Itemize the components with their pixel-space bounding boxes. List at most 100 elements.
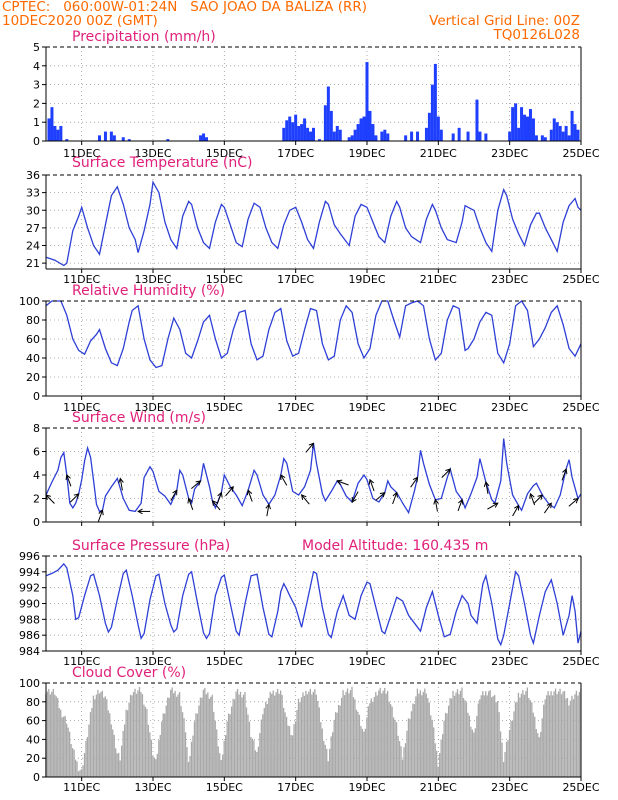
cloud-bar — [100, 692, 102, 777]
cloud-bar — [162, 713, 164, 777]
cloud-bar — [141, 694, 144, 777]
cloud-bar — [403, 747, 405, 777]
cloud-bar — [437, 766, 439, 777]
wind-arrow-head — [98, 509, 104, 516]
cloud-bar — [278, 693, 280, 777]
wind-arrow — [97, 510, 103, 522]
cloud-bar — [459, 690, 462, 777]
cloud-bar — [161, 721, 163, 777]
cloud-bar — [416, 688, 419, 777]
cloud-bar — [277, 688, 279, 777]
cloud-bar — [186, 747, 188, 777]
cloud-bar — [155, 759, 157, 777]
cloud-bar — [68, 731, 71, 777]
cloud-bar — [485, 691, 487, 777]
cloud-bar — [397, 735, 399, 777]
cloud-bar — [92, 695, 95, 777]
cloud-bar — [415, 696, 417, 777]
cloud-bar — [299, 702, 301, 777]
y-tick-label: 996 — [19, 550, 40, 563]
cloud-bar — [312, 691, 314, 777]
cloud-bar — [330, 736, 332, 777]
cloud-bar — [77, 771, 80, 777]
cloud-bar — [548, 695, 551, 777]
cloud-bar — [367, 706, 369, 777]
cloud-bar — [343, 695, 346, 777]
cloud-bar — [332, 732, 334, 777]
wind-arrow-head — [217, 491, 223, 498]
cloud-bar — [492, 696, 494, 777]
wind-arrow-head — [562, 468, 568, 475]
cloud-bar — [281, 695, 283, 777]
wind-arrow — [280, 474, 288, 486]
cloud-bar — [360, 725, 362, 777]
y-tick-label: 984 — [19, 645, 40, 658]
cloud-bar — [113, 734, 115, 777]
series-line — [45, 300, 582, 369]
cloud-bar — [531, 702, 533, 777]
cloud-bar — [498, 712, 500, 777]
cloud-bar — [266, 704, 268, 777]
precip-bar — [540, 135, 544, 141]
cloud-bar — [101, 690, 103, 777]
cloud-bar — [247, 714, 249, 777]
cloud-bar — [468, 715, 471, 777]
cloud-bar — [413, 704, 416, 777]
cloud-bar — [565, 698, 567, 777]
cloud-bar — [152, 755, 154, 777]
wind-arrow — [561, 468, 567, 481]
wind-arrow-head — [300, 494, 307, 500]
precip-bar — [53, 125, 57, 141]
cloud-bar — [378, 690, 380, 777]
cloud-bar — [519, 697, 521, 777]
cloud-bar — [149, 732, 151, 777]
cloud-bar — [517, 692, 520, 777]
precip-bar — [526, 116, 529, 141]
cloud-bar — [128, 702, 130, 777]
cloud-bar — [357, 711, 359, 777]
wind-arrow-head — [483, 481, 490, 487]
cloud-bar — [103, 697, 105, 777]
cloud-bar — [473, 732, 475, 777]
wind-arrow-head — [137, 508, 143, 515]
cloud-bar — [329, 748, 331, 777]
precip-bar — [59, 125, 63, 141]
precip-bar — [109, 131, 113, 141]
x-tick-label: 19DEC — [348, 655, 385, 668]
x-tick-label: 15DEC — [206, 655, 243, 668]
panel-5: 984 986 988 990 992 994 996 11DEC 13DEC 15DEC 17DE… — [19, 538, 600, 668]
cloud-bar — [269, 691, 271, 777]
wind-arrow — [369, 479, 375, 492]
cloud-bar — [253, 740, 255, 777]
wind-arrow-head — [211, 500, 218, 506]
precip-bar — [103, 131, 107, 141]
cloud-bar — [83, 753, 86, 777]
cloud-bar — [230, 706, 233, 777]
cloud-bar — [251, 738, 254, 777]
cloud-bar — [391, 706, 393, 777]
wind-arrow — [212, 500, 221, 511]
precip-bar — [371, 124, 375, 141]
cloud-bar — [520, 693, 523, 777]
precip-bar — [112, 135, 116, 141]
cloud-bar — [499, 731, 502, 777]
cloud-bar — [119, 760, 121, 777]
cloud-bar — [144, 706, 147, 777]
cloud-bar — [537, 733, 539, 777]
cloud-bar — [446, 713, 448, 777]
x-tick-label: 23DEC — [491, 273, 528, 286]
cloud-bar — [449, 698, 451, 777]
cloud-bar — [202, 689, 205, 777]
wind-arrow-head — [458, 498, 464, 505]
series-line — [45, 180, 582, 267]
cloud-bar — [51, 691, 53, 777]
panel-title: Cloud Cover (%) — [72, 665, 186, 681]
y-tick-label: 100 — [19, 677, 40, 690]
cloud-bar — [205, 694, 207, 777]
cloud-bar — [461, 687, 463, 777]
cloud-bar — [494, 695, 496, 777]
wind-arrow — [487, 502, 499, 510]
cloud-bar — [147, 724, 150, 777]
cloud-bar — [235, 691, 237, 777]
cloud-bar — [233, 699, 236, 777]
